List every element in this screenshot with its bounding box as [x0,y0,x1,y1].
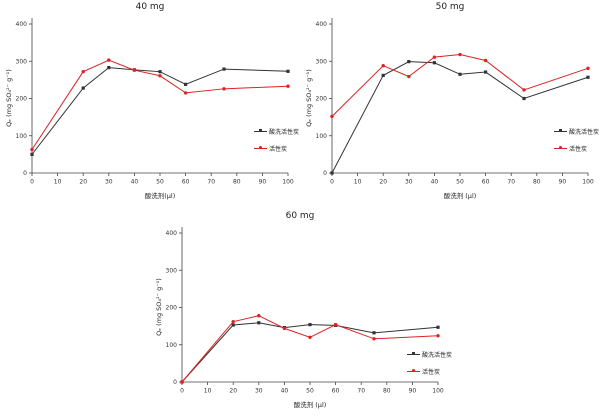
svg-text:200: 200 [16,96,28,103]
svg-text:70: 70 [507,179,515,186]
svg-text:100: 100 [316,133,328,140]
svg-text:300: 300 [16,58,28,65]
red-circle-line-marker-icon [254,146,267,149]
svg-text:100: 100 [166,342,178,349]
x-axis-label: 酸洗剂 (μl) [443,192,477,200]
svg-text:0: 0 [173,379,177,386]
svg-text:40: 40 [281,388,289,395]
red-circle-line-marker-icon [407,369,420,372]
svg-text:30: 30 [105,179,113,186]
legend-item-activated-carbon: 活性炭 [554,143,599,153]
svg-text:100: 100 [432,388,444,395]
svg-text:30: 30 [255,388,263,395]
plot-area-60mg: 0 100 200 300 400 0 10 20 30 40 50 60 70 80 90 100 [166,227,444,395]
svg-text:0: 0 [323,170,327,177]
svg-text:80: 80 [533,179,541,186]
svg-text:50: 50 [306,388,314,395]
svg-text:100: 100 [582,179,594,186]
svg-text:200: 200 [166,305,178,312]
svg-text:10: 10 [54,179,62,186]
svg-text:60: 60 [332,388,340,395]
svg-text:300: 300 [166,267,178,274]
black-square-line-marker-icon [554,129,567,132]
svg-text:90: 90 [259,179,267,186]
legend-item-acid-washed-carbon: 酸洗活性炭 [254,126,299,136]
svg-text:20: 20 [79,179,87,186]
legend-item-acid-washed-carbon: 酸洗活性炭 [407,349,452,359]
svg-text:70: 70 [357,388,365,395]
svg-text:30: 30 [405,179,413,186]
svg-text:60: 60 [182,179,190,186]
svg-text:20: 20 [229,388,237,395]
svg-text:0: 0 [30,179,34,186]
svg-text:300: 300 [316,58,328,65]
svg-text:400: 400 [166,230,178,237]
legend-label: 活性炭 [269,145,288,153]
legend: 酸洗活性炭 活性炭 [254,126,299,160]
plot-area-50mg: 0 100 200 300 400 0 10 20 30 40 50 60 70 80 90 100 [316,18,594,186]
svg-text:50: 50 [156,179,164,186]
red-circle-line-marker-icon [554,146,567,149]
legend-label: 酸洗活性炭 [422,351,453,359]
svg-text:40: 40 [131,179,139,186]
chart-title-40mg: 40 mg [135,2,165,12]
svg-text:0: 0 [330,179,334,186]
x-axis-label: 酸洗剂(μl) [144,192,176,200]
legend-item-acid-washed-carbon: 酸洗活性炭 [554,126,599,136]
chart-title-60mg: 60 mg [285,211,315,221]
chart-50mg: 50 mg Qₑ (mg SO₄²⁻ g⁻¹) 0 100 200 300 400 0 10… [300,0,600,209]
svg-text:90: 90 [409,388,417,395]
legend-label: 活性炭 [422,368,441,376]
svg-text:200: 200 [316,96,328,103]
chart-60mg: 60 mg Qₑ (mg SO₄²⁻ g⁻¹) 0 100 200 300 400 0 10… [150,209,452,418]
legend: 酸洗活性炭 活性炭 [554,126,599,160]
svg-text:10: 10 [204,388,212,395]
black-square-line-marker-icon [254,129,267,132]
svg-text:40: 40 [431,179,439,186]
plot-area-40mg: 0 100 200 300 400 0 10 20 30 40 50 60 70 80 90 100 [16,18,294,186]
svg-text:80: 80 [383,388,391,395]
svg-text:400: 400 [16,21,28,28]
svg-text:50: 50 [456,179,464,186]
legend-label: 酸洗活性炭 [569,128,600,136]
chart-title-50mg: 50 mg [435,2,465,12]
svg-text:60: 60 [482,179,490,186]
svg-text:10: 10 [354,179,362,186]
svg-text:80: 80 [233,179,241,186]
svg-text:70: 70 [207,179,215,186]
svg-text:0: 0 [180,388,184,395]
svg-text:100: 100 [282,179,294,186]
legend-item-activated-carbon: 活性炭 [254,143,299,153]
legend-label: 酸洗活性炭 [269,128,300,136]
svg-text:100: 100 [16,133,28,140]
legend: 酸洗活性炭 活性炭 [407,349,452,383]
svg-text:400: 400 [316,21,328,28]
legend-label: 活性炭 [569,145,588,153]
legend-item-activated-carbon: 活性炭 [407,366,452,376]
svg-text:90: 90 [559,179,567,186]
black-square-line-marker-icon [407,352,420,355]
x-axis-label: 酸洗剂 (μl) [293,401,327,409]
chart-40mg: 40 mg Qₑ (mg SO₄²⁻ g⁻¹) 0 100 200 300 400 0 10… [0,0,300,209]
svg-text:0: 0 [23,170,27,177]
svg-text:20: 20 [379,179,387,186]
